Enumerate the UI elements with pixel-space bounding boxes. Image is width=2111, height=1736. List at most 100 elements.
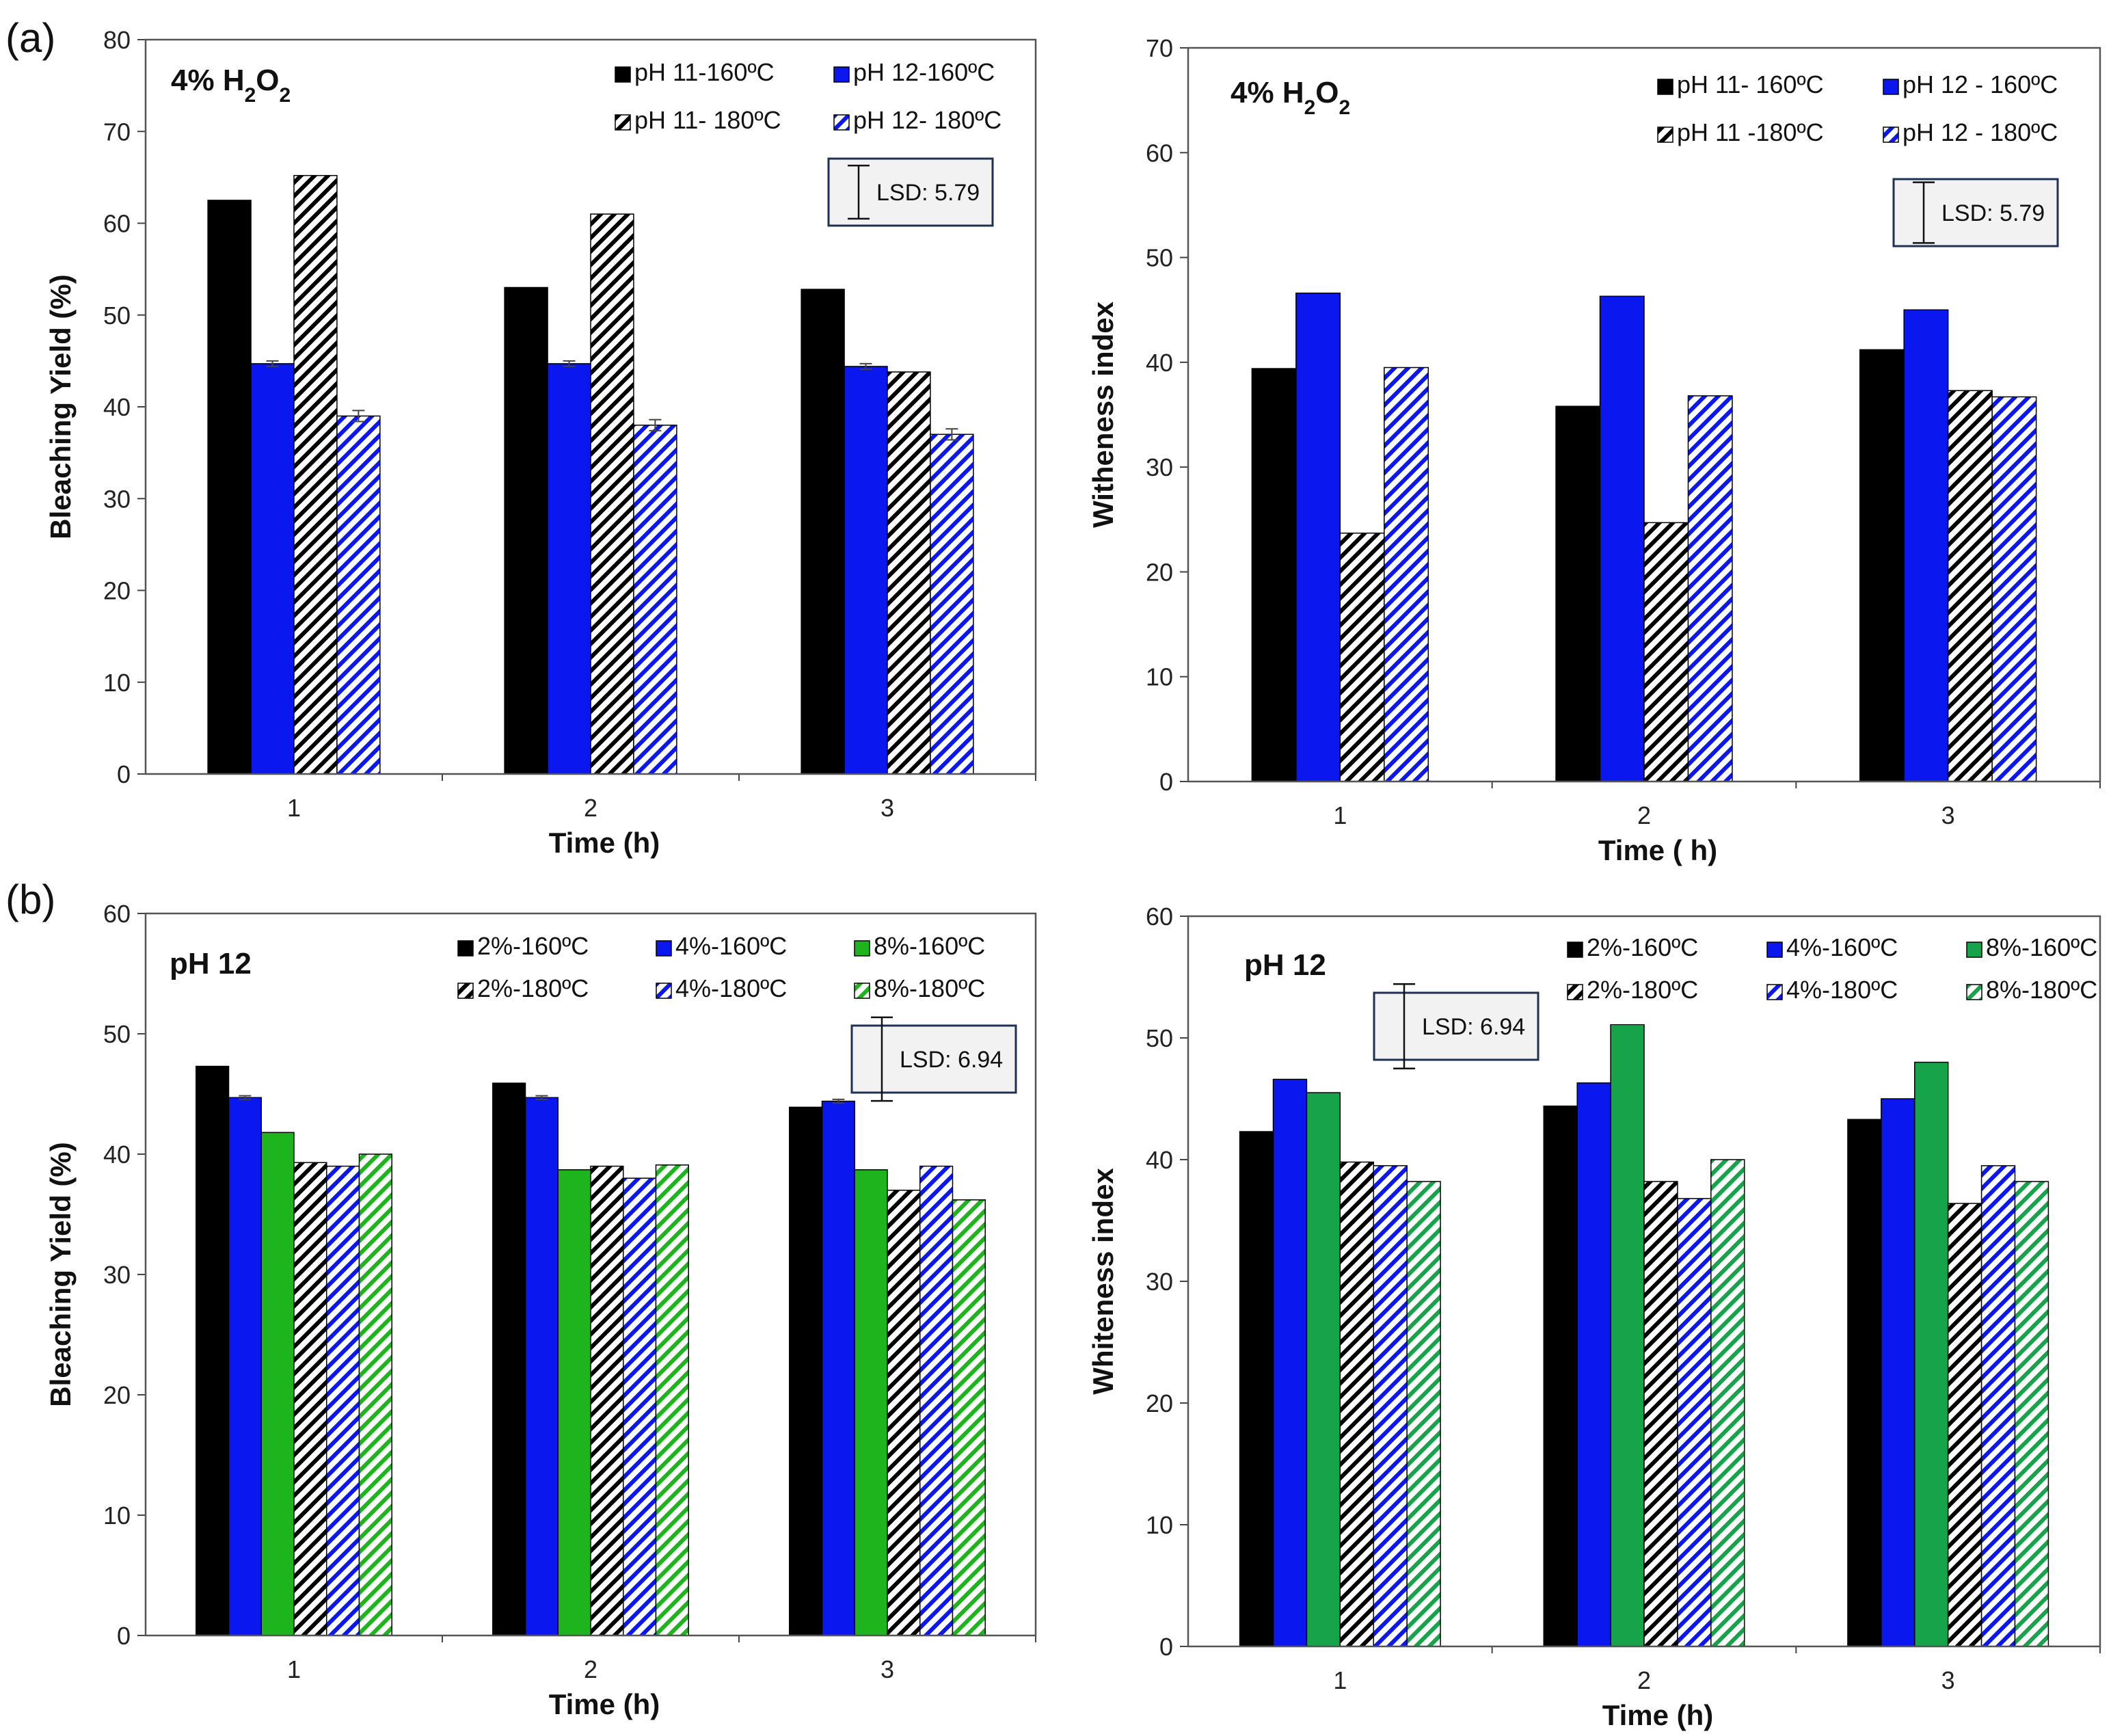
chart-1: 0 10 20 30 40 50 60 70 80 1 2 3 Time (h) Bleaching Yi… [44,26,1037,859]
y-tick-label: 0 [117,1622,131,1650]
legend-swatch [1966,942,1982,958]
bar-4-180-c-t2 [1677,1198,1712,1647]
legend-swatch [1567,984,1583,1000]
bar-2-160-c-t1 [1239,1131,1274,1647]
legend-label: 2%-160ºC [477,932,589,960]
legend-background [1554,929,2094,1024]
bar-4-160-c-t1 [1272,1078,1308,1647]
y-tick-label: 30 [103,1261,131,1289]
y-tick-label: 60 [1146,139,1173,167]
legend-label: 2%-180ºC [1587,976,1698,1004]
legend-label: 2%-160ºC [1587,933,1698,961]
legend-swatch [833,114,850,131]
bar-4-160-c-t3 [1881,1098,1915,1647]
legend-swatch [1966,984,1982,1000]
lsd-frame [827,157,994,227]
y-tick-label: 60 [103,210,131,238]
y-tick-label: 40 [1146,349,1173,377]
legend-swatch [457,940,474,957]
legend-swatch [656,983,672,999]
legend-label: pH 11- 160ºC [1677,70,1824,98]
legend-label: pH 11-160ºC [634,58,775,86]
bar-ph-12-160-c-t1 [250,363,295,775]
bar-4-160-c-t2 [1576,1082,1611,1647]
x-tick-label: 1 [287,1655,301,1683]
bar-ph-11-160-c-t1 [207,200,252,775]
legend-swatch [615,114,631,131]
lsd-box: LSD: 5.79 [1892,178,2059,248]
lsd-label: LSD: 5.79 [876,180,980,206]
bar-ph-11-180-c-t3 [1947,390,1993,782]
bar-ph-12-180-c-t3 [1991,396,2037,782]
y-tick-label: 50 [1146,1024,1173,1052]
y-tick-label: 70 [1146,34,1173,62]
y-tick-label: 30 [1146,1268,1173,1296]
bar-ph-12-160-c-t2 [547,363,591,775]
legend-swatch [1766,942,1783,958]
legend-label: 4%-160ºC [1786,933,1898,961]
bar-ph-11-160-c-t3 [801,289,845,775]
bar-8-160-c-t2 [1610,1024,1645,1647]
bar-2-160-c-t2 [492,1082,526,1636]
bar-ph-11-180-c-t1 [293,174,338,775]
bar-ph-12-160-c-t3 [844,366,888,775]
bar-4-180-c-t1 [325,1165,360,1636]
legend-label: pH 12 - 160ºC [1902,70,2058,98]
bar-ph-12-180-c-t1 [336,415,381,775]
bar-4-180-c-t3 [919,1165,954,1636]
bar-4-160-c-t1 [228,1097,263,1636]
bar-2-180-c-t1 [293,1162,327,1636]
plot-area [1187,46,2101,783]
x-tick-label: 1 [1333,801,1347,829]
x-tick-label: 1 [287,794,301,822]
y-tick-label: 50 [103,302,131,330]
bar-4-180-c-t2 [622,1177,657,1636]
bar-ph-11-180-c-t2 [1643,522,1689,782]
legend-label: 4%-180ºC [1786,976,1898,1004]
y-tick-label: 20 [103,1381,131,1409]
bar-2-160-c-t3 [789,1106,823,1636]
plot-area [1187,915,2101,1648]
legend: pH 11- 160ºC pH 12 - 160ºC pH 11 -180ºC pH … [1644,66,2095,168]
legend-label: 2%-180ºC [477,974,589,1002]
lsd-box: LSD: 5.79 [827,157,994,227]
x-tick-label: 2 [584,1655,597,1683]
bar-2-180-c-t2 [590,1165,624,1636]
legend-label: 4%-180ºC [675,974,787,1002]
chart-condition-label: 4% H2O2 [171,64,291,107]
lsd-label: LSD: 5.79 [1941,200,2045,226]
x-axis-title: Time (h) [549,827,660,859]
lsd-label: LSD: 6.94 [1422,1014,1525,1040]
legend-label: pH 11 -180ºC [1677,118,1824,146]
legend-swatch [854,983,870,999]
y-tick-label: 0 [1159,768,1173,796]
panel-label-a: (a) [5,15,55,61]
y-tick-label: 10 [1146,1511,1173,1539]
y-tick-label: 60 [103,900,131,928]
bar-4-180-c-t1 [1373,1165,1408,1647]
bar-8-180-c-t1 [1406,1181,1441,1647]
legend-label: pH 11- 180ºC [634,106,781,134]
legend-background [444,927,1032,1023]
legend-label: pH 12 - 180ºC [1902,118,2058,146]
bar-ph-12-160-c-t1 [1295,292,1341,782]
bar-8-180-c-t3 [2014,1181,2049,1647]
y-tick-label: 20 [1146,558,1173,586]
x-axis-title: Time (h) [1602,1699,1714,1731]
y-tick-label: 50 [103,1020,131,1048]
chart-condition-label: pH 12 [170,947,252,980]
legend-swatch [457,983,474,999]
lsd-box: LSD: 6.94 [1373,983,1539,1070]
bar-2-180-c-t3 [1947,1203,1982,1647]
y-tick-label: 0 [1159,1633,1173,1661]
lsd-frame [850,1024,1017,1094]
bar-ph-11-180-c-t3 [887,371,931,775]
legend-label: 8%-160ºC [874,932,985,960]
bar-8-180-c-t3 [952,1199,986,1636]
lsd-frame [1892,178,2059,248]
panel-label-b: (b) [5,877,55,922]
bar-ph-12-180-c-t2 [1687,395,1733,782]
bar-8-160-c-t2 [557,1169,591,1636]
bar-8-160-c-t3 [854,1169,888,1636]
